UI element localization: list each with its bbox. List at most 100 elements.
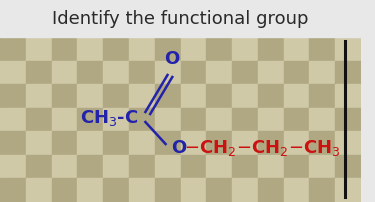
Bar: [180, 155, 206, 179]
Bar: [0, 132, 26, 155]
Bar: [284, 179, 309, 202]
Bar: [77, 38, 103, 61]
Bar: [77, 155, 103, 179]
Bar: [180, 85, 206, 108]
Bar: [52, 179, 77, 202]
Bar: [335, 179, 361, 202]
Bar: [155, 179, 180, 202]
Bar: [52, 132, 77, 155]
Bar: [129, 38, 155, 61]
Bar: [77, 108, 103, 132]
Bar: [0, 61, 26, 85]
Bar: [103, 38, 129, 61]
Bar: [129, 132, 155, 155]
Bar: [232, 38, 258, 61]
Text: Identify the functional group: Identify the functional group: [52, 10, 308, 28]
Bar: [129, 108, 155, 132]
Bar: [284, 61, 309, 85]
Bar: [155, 61, 180, 85]
Bar: [284, 85, 309, 108]
Bar: [232, 179, 258, 202]
Bar: [155, 155, 180, 179]
Bar: [309, 85, 335, 108]
Bar: [284, 108, 309, 132]
Bar: [232, 108, 258, 132]
Bar: [309, 132, 335, 155]
Bar: [258, 108, 284, 132]
Text: CH$_3$-C: CH$_3$-C: [80, 107, 139, 127]
Bar: [129, 155, 155, 179]
Bar: [26, 38, 52, 61]
Bar: [180, 108, 206, 132]
Bar: [258, 179, 284, 202]
Bar: [0, 0, 361, 38]
Bar: [26, 61, 52, 85]
Bar: [180, 38, 206, 61]
Bar: [103, 179, 129, 202]
Bar: [335, 132, 361, 155]
Bar: [180, 61, 206, 85]
Bar: [52, 85, 77, 108]
Text: $-$CH$_2$$-$CH$_2$$-$CH$_3$: $-$CH$_2$$-$CH$_2$$-$CH$_3$: [184, 137, 340, 157]
Bar: [26, 108, 52, 132]
Text: O: O: [171, 138, 187, 156]
Bar: [77, 61, 103, 85]
Bar: [335, 61, 361, 85]
Bar: [335, 38, 361, 61]
Bar: [284, 132, 309, 155]
Bar: [232, 132, 258, 155]
Bar: [103, 85, 129, 108]
Bar: [180, 179, 206, 202]
Bar: [52, 61, 77, 85]
Bar: [129, 179, 155, 202]
Bar: [0, 38, 26, 61]
Bar: [309, 61, 335, 85]
Bar: [26, 85, 52, 108]
Bar: [258, 38, 284, 61]
Bar: [103, 61, 129, 85]
Bar: [206, 61, 232, 85]
Bar: [335, 85, 361, 108]
Bar: [232, 85, 258, 108]
Bar: [206, 85, 232, 108]
Bar: [52, 38, 77, 61]
Bar: [335, 108, 361, 132]
Bar: [129, 85, 155, 108]
Bar: [77, 132, 103, 155]
Bar: [0, 85, 26, 108]
Bar: [155, 38, 180, 61]
Bar: [206, 155, 232, 179]
Bar: [155, 85, 180, 108]
Bar: [26, 155, 52, 179]
Bar: [52, 155, 77, 179]
Bar: [206, 179, 232, 202]
Bar: [258, 61, 284, 85]
Bar: [258, 132, 284, 155]
Bar: [309, 38, 335, 61]
Bar: [258, 85, 284, 108]
Bar: [103, 132, 129, 155]
Bar: [206, 108, 232, 132]
Bar: [52, 108, 77, 132]
Bar: [180, 132, 206, 155]
Bar: [0, 155, 26, 179]
Bar: [103, 155, 129, 179]
Bar: [103, 108, 129, 132]
Bar: [0, 179, 26, 202]
Bar: [155, 132, 180, 155]
Text: O: O: [164, 50, 179, 68]
Bar: [335, 155, 361, 179]
Bar: [206, 132, 232, 155]
Bar: [0, 108, 26, 132]
Bar: [77, 85, 103, 108]
Bar: [155, 108, 180, 132]
Bar: [206, 38, 232, 61]
Bar: [284, 38, 309, 61]
Bar: [26, 132, 52, 155]
Bar: [77, 179, 103, 202]
Bar: [129, 61, 155, 85]
Bar: [309, 108, 335, 132]
Bar: [232, 155, 258, 179]
Bar: [309, 155, 335, 179]
Bar: [232, 61, 258, 85]
